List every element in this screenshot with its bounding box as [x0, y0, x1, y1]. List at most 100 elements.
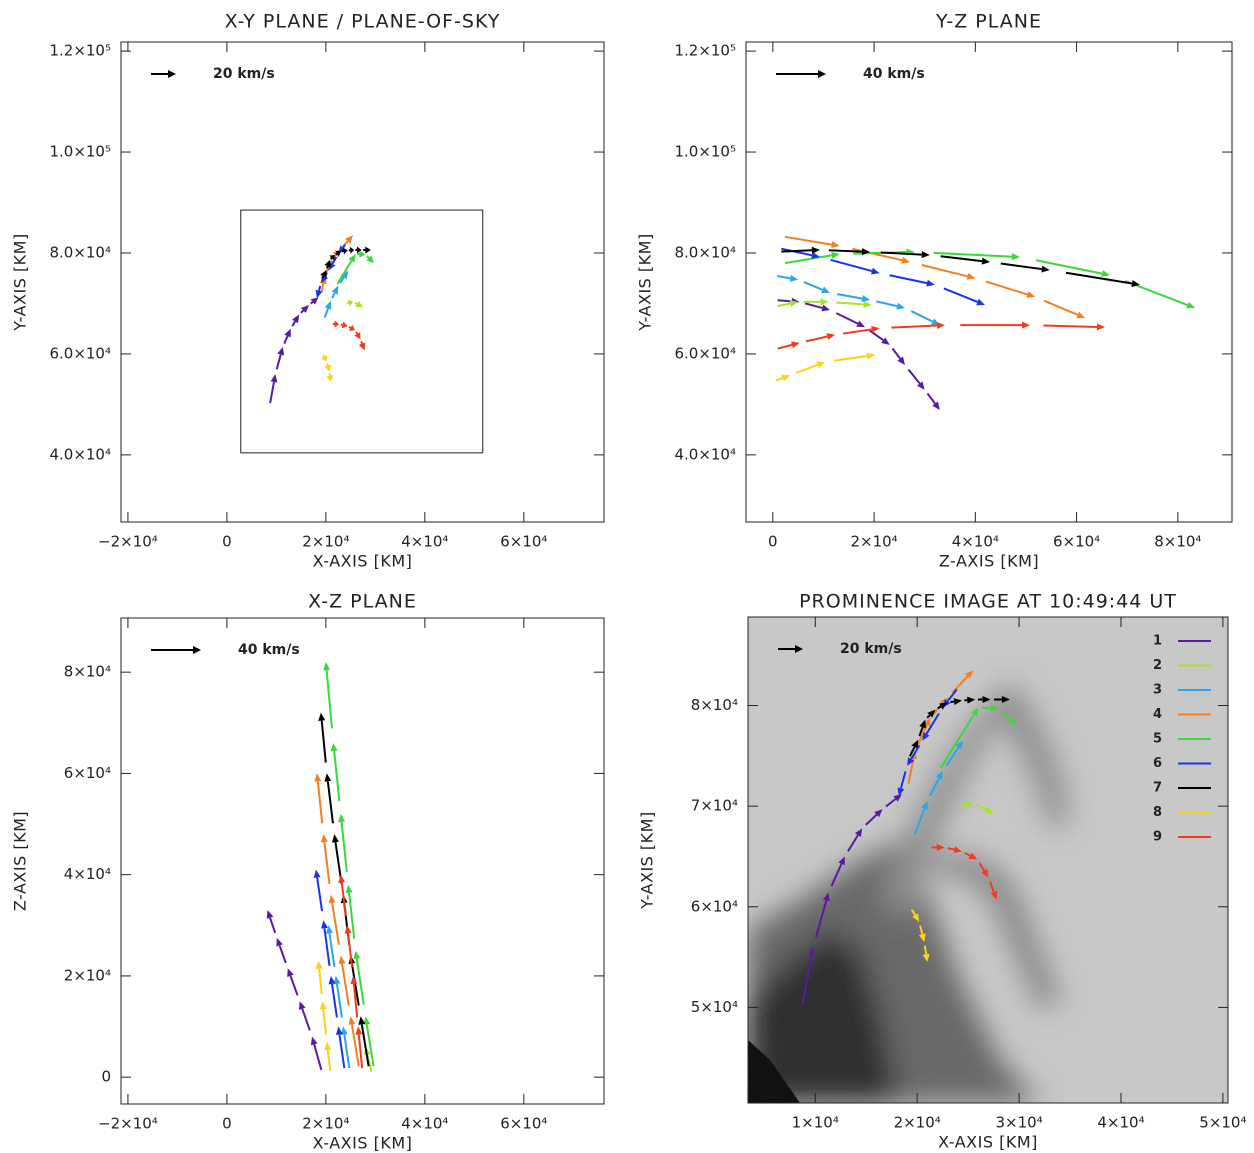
- legend-label: 2: [1153, 658, 1162, 673]
- velocity-arrow: [906, 744, 921, 766]
- y-tick-label: 6×10⁴: [64, 764, 111, 782]
- arrow-shaft: [891, 347, 901, 360]
- arrow-head: [838, 856, 845, 866]
- velocity-arrow: [775, 374, 791, 382]
- arrow-head: [921, 251, 930, 259]
- y-tick-label: 8×10⁴: [64, 663, 111, 681]
- arrow-shaft: [322, 354, 326, 358]
- arrow-shaft: [336, 260, 353, 285]
- arrow-shaft: [1001, 710, 1012, 721]
- arrow-head: [1131, 280, 1140, 287]
- velocity-arrow: [1001, 710, 1017, 726]
- velocity-arrow: [931, 843, 945, 851]
- x-tick-label: 4×10⁴: [1097, 1114, 1144, 1132]
- velocity-arrow: [338, 813, 348, 873]
- arrow-shaft: [945, 746, 960, 767]
- arrow-shaft: [341, 963, 350, 1006]
- velocity-arrow: [784, 235, 840, 249]
- velocity-arrow: [842, 325, 880, 335]
- arrow-head: [826, 333, 836, 340]
- arrow-shaft: [830, 863, 843, 887]
- velocity-arrow: [355, 246, 362, 254]
- legend-label: 9: [1153, 830, 1162, 845]
- arrow-head: [314, 773, 322, 782]
- y-tick-label: 1.0×10⁵: [49, 143, 111, 161]
- velocity-arrow: [937, 702, 948, 710]
- velocity-arrow: [318, 712, 327, 763]
- velocity-arrow: [929, 770, 943, 797]
- y-tick-label: 0: [101, 1068, 111, 1086]
- key-label: 20 km/s: [840, 641, 902, 657]
- x-tick-label: 6×10⁴: [500, 1115, 547, 1133]
- arrow-head: [820, 298, 829, 306]
- arrow-shaft: [278, 945, 287, 964]
- velocity-arrow: [781, 246, 820, 254]
- velocity-arrow: [283, 328, 291, 344]
- arrow-head: [298, 1001, 306, 1010]
- arrow-head: [881, 337, 890, 345]
- y-tick-label: 8×10⁴: [691, 696, 738, 714]
- velocity-arrow: [960, 321, 1031, 329]
- arrow-shaft: [891, 324, 938, 329]
- chart-title: X-Y PLANE / PLANE-OF-SKY: [225, 11, 501, 33]
- velocity-arrow: [950, 698, 963, 706]
- arrow-head: [270, 374, 278, 383]
- velocity-arrow: [324, 773, 334, 824]
- x-tick-label: 1×10⁴: [792, 1114, 839, 1132]
- plot-frame: [747, 616, 1229, 1104]
- arrow-shaft: [921, 263, 968, 278]
- arrow-shaft: [910, 310, 934, 323]
- arrow-head: [348, 324, 356, 331]
- x-axis-label: X-AXIS [KM]: [938, 1133, 1038, 1152]
- velocity-arrow: [1035, 259, 1110, 278]
- arrow-head: [338, 874, 346, 884]
- velocity-arrow: [324, 260, 332, 269]
- arrow-head: [932, 401, 940, 410]
- velocity-arrow: [324, 1041, 332, 1071]
- arrow-head: [310, 297, 319, 305]
- arrow-head: [320, 270, 327, 278]
- arrow-shaft: [805, 335, 828, 343]
- arrow-shaft: [320, 720, 327, 763]
- arrow-head: [313, 869, 321, 879]
- arrow-head: [871, 267, 880, 275]
- velocity-arrow: [320, 270, 327, 279]
- velocity-arrow: [978, 696, 991, 704]
- image-noise: [748, 617, 1228, 1103]
- arrow-head: [939, 702, 948, 710]
- key-label: 40 km/s: [238, 642, 300, 658]
- velocity-arrow: [939, 707, 979, 769]
- arrow-head: [324, 364, 332, 372]
- arrow-shaft: [352, 983, 359, 1018]
- arrow-head: [1007, 717, 1017, 726]
- x-tick-label: 0: [222, 533, 232, 551]
- arrow-head: [1026, 291, 1036, 298]
- velocity-arrow: [358, 1016, 370, 1067]
- arrow-head: [976, 298, 985, 306]
- velocity-arrow: [323, 662, 333, 729]
- arrow-head: [789, 274, 799, 282]
- arrow-head: [330, 743, 338, 752]
- arrow-head: [276, 937, 283, 947]
- x-axis-label: Z-AXIS [KM]: [939, 552, 1039, 571]
- arrow-head: [863, 300, 872, 308]
- velocity-arrow: [907, 368, 925, 390]
- velocity-arrow: [350, 975, 359, 1018]
- arrow-shaft: [842, 328, 872, 335]
- velocity-arrow: [777, 341, 800, 350]
- arrow-head: [906, 757, 915, 766]
- arrow-head: [901, 256, 911, 264]
- x-tick-label: 2×10⁴: [850, 533, 897, 551]
- arrow-head: [340, 1026, 348, 1035]
- velocity-arrow: [344, 925, 354, 967]
- velocity-arrow: [777, 274, 799, 282]
- arrow-shaft: [837, 293, 863, 300]
- arrow-shaft: [318, 285, 322, 291]
- arrow-head: [831, 251, 840, 259]
- plot-frame: [120, 617, 605, 1105]
- velocity-arrow: [348, 324, 356, 331]
- velocity-arrow: [960, 801, 974, 809]
- arrow-head: [1076, 311, 1086, 319]
- arrow-head: [897, 787, 905, 797]
- arrow-shaft: [1000, 262, 1042, 271]
